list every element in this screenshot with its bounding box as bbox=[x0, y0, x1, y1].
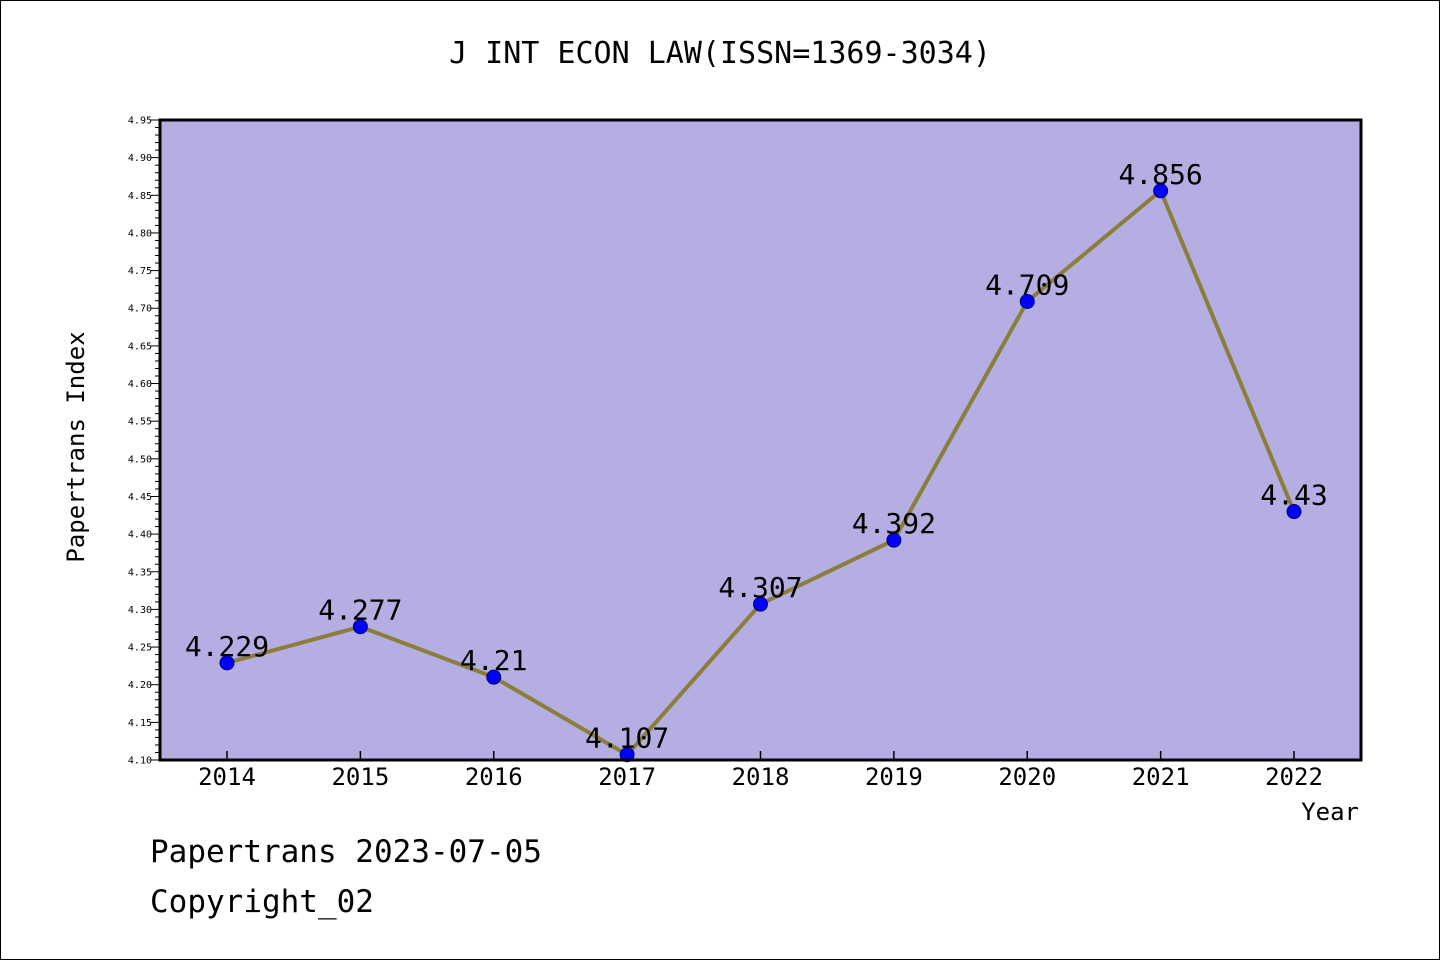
data-label: 4.229 bbox=[185, 630, 269, 663]
chart-title: J INT ECON LAW(ISSN=1369-3034) bbox=[449, 36, 991, 71]
y-tick-label: 4.15 bbox=[128, 718, 152, 729]
y-tick-label: 4.85 bbox=[128, 191, 152, 202]
y-tick-label: 4.30 bbox=[128, 605, 152, 616]
footer-date: Papertrans 2023-07-05 bbox=[150, 834, 542, 870]
data-label: 4.392 bbox=[852, 507, 936, 540]
x-tick-label: 2014 bbox=[198, 763, 256, 791]
y-tick-label: 4.55 bbox=[128, 417, 152, 428]
data-labels: 4.229 4.277 4.21 4.107 4.307 4.392 4.709 4.856 4… bbox=[185, 158, 1328, 755]
data-point bbox=[1153, 183, 1169, 199]
data-point bbox=[753, 596, 768, 612]
data-label: 4.277 bbox=[318, 594, 402, 627]
data-point bbox=[619, 747, 635, 763]
data-markers bbox=[219, 183, 1302, 763]
y-tick-label: 4.80 bbox=[128, 228, 152, 239]
plot-area bbox=[160, 120, 1361, 760]
data-point bbox=[352, 619, 368, 635]
data-point bbox=[1286, 504, 1302, 520]
x-axis-label: Year bbox=[1301, 798, 1359, 826]
y-tick-label: 4.60 bbox=[128, 379, 152, 390]
data-label: 4.709 bbox=[985, 268, 1069, 301]
x-tick-label: 2016 bbox=[465, 763, 523, 791]
y-tick-label: 4.35 bbox=[128, 567, 152, 578]
x-tick-label: 2019 bbox=[865, 763, 923, 791]
y-tick-label: 4.70 bbox=[128, 304, 152, 315]
y-tick-label: 4.25 bbox=[128, 643, 152, 654]
data-point bbox=[486, 669, 502, 685]
data-label: 4.307 bbox=[718, 571, 802, 604]
y-tick-label: 4.65 bbox=[128, 341, 152, 352]
y-tick-label: 4.20 bbox=[128, 680, 152, 691]
data-point bbox=[886, 532, 902, 548]
data-label: 4.856 bbox=[1118, 158, 1202, 191]
x-tick-label: 2020 bbox=[998, 763, 1056, 791]
footer-copyright: Copyright_02 bbox=[150, 884, 374, 920]
plot-border bbox=[158, 118, 1363, 762]
data-label: 4.21 bbox=[460, 644, 527, 677]
x-tick-label: 2022 bbox=[1265, 763, 1323, 791]
y-axis-label: Papertrans Index bbox=[62, 331, 90, 562]
y-tick-label: 4.90 bbox=[128, 153, 152, 164]
data-label: 4.43 bbox=[1260, 479, 1327, 512]
y-tick-label: 4.75 bbox=[128, 266, 152, 277]
x-tick-label: 2018 bbox=[732, 763, 790, 791]
data-label: 4.107 bbox=[585, 722, 669, 755]
x-tick-label: 2021 bbox=[1132, 763, 1190, 791]
x-tick-label: 2017 bbox=[598, 763, 656, 791]
y-tick-label: 4.40 bbox=[128, 530, 152, 541]
y-tick-label: 4.50 bbox=[128, 454, 152, 465]
data-point bbox=[219, 655, 235, 671]
y-tick-label: 4.95 bbox=[128, 116, 152, 127]
y-tick-label: 4.10 bbox=[128, 756, 152, 767]
data-point bbox=[1019, 293, 1035, 309]
x-tick-label: 2015 bbox=[331, 763, 389, 791]
y-axis: 4.10 4.15 4.20 4.25 4.30 4.35 4.40 4.45 4.50 4.55… bbox=[128, 116, 160, 767]
y-tick-label: 4.45 bbox=[128, 492, 152, 503]
x-axis: 2014 2015 2016 2017 2018 2019 2020 2021 2022 bbox=[198, 751, 1323, 791]
